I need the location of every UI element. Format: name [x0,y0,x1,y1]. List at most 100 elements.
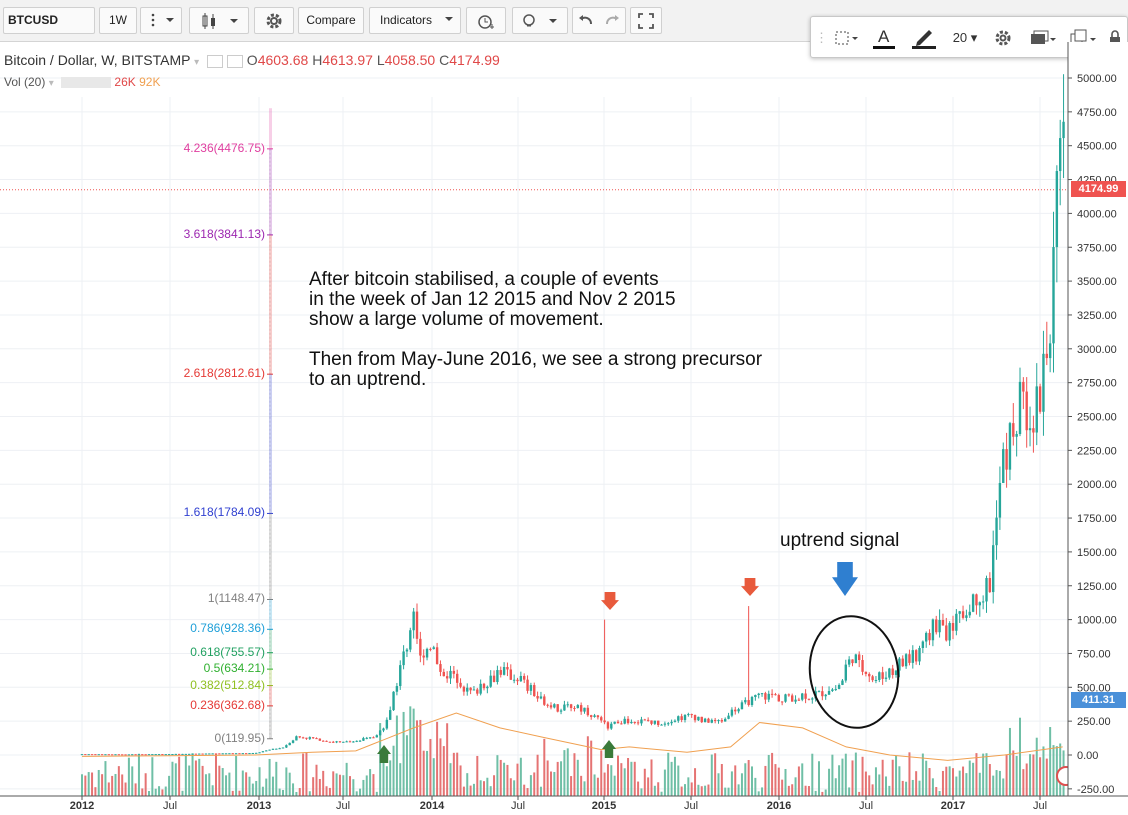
volume-bar [985,753,988,796]
volume-bar [905,781,908,796]
candle-body [94,754,97,756]
indicators-button[interactable]: Indicators [369,7,461,34]
candle-body [938,619,941,633]
alert-button[interactable] [466,7,506,34]
volume-bar [995,770,998,796]
drag-handle-icon[interactable]: ⋮ [815,30,828,45]
price-chart[interactable]: 5000.004750.004500.004250.004000.003750.… [0,42,1128,815]
candle-body [941,619,945,626]
compare-button[interactable]: Compare [298,7,364,34]
candle-body [459,682,462,687]
volume-bar [801,763,804,796]
candle-body [553,704,556,708]
symbol-input[interactable]: BTCUSD [3,7,95,34]
volume-bar [97,769,100,796]
low-value: 4058.50 [384,52,436,68]
candle-body [311,737,315,739]
candle-body [208,753,211,755]
volume-bar [84,775,87,796]
candle-body [80,754,84,756]
x-tick-label: Jul [1033,800,1047,812]
volume-bar [412,708,415,796]
visibility-button[interactable] [1025,25,1059,51]
volume-bar [426,750,429,796]
interval-button[interactable]: 1W [99,7,137,34]
volume-bar [1008,727,1011,796]
undo-redo-group[interactable] [572,7,626,34]
volume-bar [148,791,150,796]
candle-body [680,716,683,720]
candle-body [335,741,338,743]
fib-label: 0(119.95) [214,730,265,745]
volume-bar [255,780,258,796]
volume-bar [707,784,710,796]
candle-body [325,740,328,742]
candle-body [375,735,378,738]
legend-eye-icon[interactable] [207,54,224,68]
volume-bar [888,785,891,796]
volume-bar [794,777,797,796]
candle-body [724,718,727,722]
volume-bar [271,776,274,796]
candle-body [1012,423,1015,437]
candle-body [452,670,456,674]
text-color-button[interactable]: A [869,25,899,51]
open-value: 4603.68 [257,52,309,68]
volume-bar [292,783,295,796]
x-tick-label: Jul [859,800,873,812]
volume-bar [479,780,482,796]
volume-bar [278,788,281,796]
volume-bar [181,790,184,796]
candles-icon [202,13,238,29]
settings-button[interactable] [254,7,294,34]
legend-dropdown-icon[interactable]: ▾ [194,57,200,68]
volume-bar [938,791,941,796]
line-color-button[interactable] [907,25,941,51]
candle-body [697,716,700,721]
volume-bar [543,738,546,796]
candle-body [489,675,492,687]
volume-bar [395,715,398,796]
line-style-button[interactable] [829,25,863,51]
fib-band [269,652,272,670]
volume-bar [114,773,117,796]
candle-body [442,671,445,677]
x-tick-label: 2016 [767,800,791,812]
lock-button[interactable] [1105,25,1125,51]
chart-type-button[interactable] [189,7,249,34]
vol-ma-value: 92K [139,75,161,89]
candle-body [657,720,660,725]
vol-controls-icon[interactable] [61,77,112,89]
y-tick-label: 4750.00 [1077,107,1117,119]
theme-button[interactable] [512,7,568,34]
candle-body [760,693,764,695]
volume-bar [164,786,167,796]
volume-bar [117,766,120,796]
candle-body [184,753,188,755]
more-button[interactable] [140,7,182,34]
candle-body [646,719,650,721]
volume-bar [734,765,737,796]
candle-body [378,730,382,736]
high-label: H [312,52,323,68]
volume-bar [851,760,854,796]
candle-body [385,719,389,729]
candle-body [211,753,214,755]
volume-bar [828,768,831,796]
volume-bar [308,791,311,796]
candle-body [104,754,107,756]
candle-body [114,754,117,756]
vol-dropdown-icon[interactable]: ▾ [48,78,54,89]
fullscreen-button[interactable] [630,7,662,34]
candle-body [486,686,489,689]
volume-bar [81,774,83,796]
line-width-select[interactable]: 20 ▾ [952,30,978,45]
volume-bar [908,752,911,796]
legend-settings-icon[interactable] [226,54,243,68]
candle-body [134,754,137,756]
candle-body [583,707,586,712]
candle-body [925,632,928,642]
candle-body [382,728,385,731]
drawing-settings-button[interactable] [989,25,1017,51]
candle-body [901,658,904,667]
